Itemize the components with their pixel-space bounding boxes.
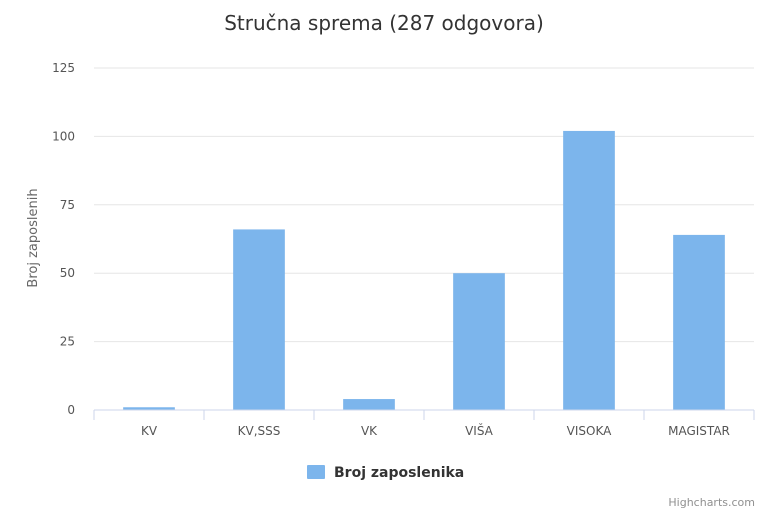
x-tick-label: VIŠA — [465, 423, 494, 438]
legend[interactable]: Broj zaposlenika — [307, 465, 464, 481]
y-tick-label: 0 — [67, 403, 75, 417]
y-axis-title: Broj zaposlenih — [26, 188, 41, 287]
x-tick-label: MAGISTAR — [668, 424, 730, 438]
legend-label[interactable]: Broj zaposlenika — [334, 465, 464, 481]
bar[interactable] — [453, 273, 505, 410]
x-tick-label: KV — [141, 424, 158, 438]
legend-swatch[interactable] — [307, 465, 325, 479]
bars — [123, 130, 725, 411]
y-tick-label: 100 — [52, 129, 75, 143]
y-tick-label: 75 — [60, 198, 75, 212]
bar[interactable] — [563, 130, 615, 411]
bar[interactable] — [123, 407, 175, 410]
bar[interactable] — [343, 399, 395, 410]
y-axis-ticks: 0 25 50 75 100 125 — [52, 61, 75, 417]
grid-lines — [94, 67, 754, 343]
y-tick-label: 125 — [52, 61, 75, 75]
x-tick-label: VISOKA — [567, 424, 612, 438]
bar[interactable] — [233, 229, 285, 410]
y-tick-label: 50 — [60, 266, 75, 280]
x-tick-label: VK — [361, 424, 378, 438]
x-axis: KV KV,SSS VK VIŠA VISOKA MAGISTAR — [93, 409, 755, 438]
credits-link[interactable]: Highcharts.com — [668, 496, 755, 509]
x-tick-label: KV,SSS — [238, 424, 281, 438]
y-tick-label: 25 — [60, 335, 75, 349]
chart-title: Stručna sprema (287 odgovora) — [224, 11, 544, 35]
bar[interactable] — [673, 234, 725, 410]
